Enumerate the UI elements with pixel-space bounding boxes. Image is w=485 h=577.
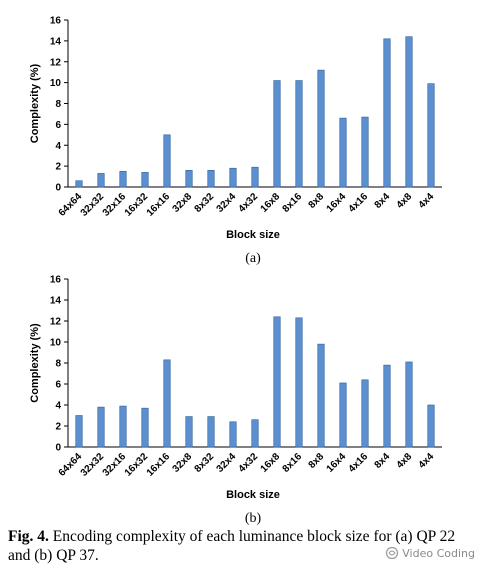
chart2-x-tick-label: 4x16 [347,451,371,475]
chart1-y-tick-label: 10 [50,78,62,89]
chart2-y-tick-label: 6 [55,380,61,391]
chart1-x-tick-label: 16x16 [145,191,173,219]
chart2-x-tick-label: 8x4 [373,451,393,471]
chart2-x-axis-label: Block size [226,489,280,501]
chart1-bar-16x32 [141,172,149,188]
chart1-bar-32x8 [185,170,193,188]
chart1-y-tick-label: 2 [55,162,61,173]
chart1-y-tick-label: 14 [50,36,62,47]
caption-text: Encoding complexity of each luminance bl… [8,528,456,564]
chart2-bar-4x32 [251,419,259,448]
chart2-x-tick-label: 16x4 [325,451,349,475]
chart2-y-tick-label: 4 [55,401,61,412]
chart1-panel-label: (a) [245,251,261,266]
chart2-panel-label: (b) [245,511,262,526]
caption-lead: Fig. 4. [8,528,49,545]
chart2-x-tick-label: 32x8 [171,451,195,475]
chart1-bar-4x16 [361,116,369,188]
chart2-y-tick-label: 12 [50,317,62,328]
chart2-x-tick-label: 32x16 [101,451,129,479]
chart1-bar-8x16 [295,80,303,188]
chart2-bar-8x16 [295,317,303,448]
chart2-bar-32x32 [97,406,105,448]
chart2-x-tick-label: 32x32 [79,451,107,479]
chart2-bar-4x8 [405,361,413,448]
chart1-x-tick-label: 8x16 [281,191,305,215]
chart2-y-tick-label: 10 [50,338,62,349]
chart1-bar-4x4 [427,83,435,188]
chart1-bar-16x4 [339,117,347,188]
chart1-x-tick-label: 4x32 [237,191,261,215]
chart2-y-tick-label: 16 [50,275,62,286]
chart2-x-tick-label: 32x4 [215,451,239,475]
chart2-x-tick-label: 64x64 [57,451,85,479]
chart1-bar-8x4 [383,38,391,188]
chart1-x-tick-label: 8x32 [193,191,217,215]
chart1-x-tick-label: 32x4 [215,191,239,215]
chart1-y-axis-label: Complexity (%) [29,63,41,143]
chart2-bar-16x8 [273,316,281,448]
chart2-x-tick-label: 16x32 [123,451,151,479]
chart1-y-tick-label: 6 [55,120,61,131]
chart1-x-tick-label: 64x64 [57,191,85,219]
chart1-x-tick-label: 32x8 [171,191,195,215]
chart1-x-tick-label: 32x32 [79,191,107,219]
chart2-bar-8x32 [207,416,215,448]
chart2-x-tick-label: 4x4 [417,451,437,471]
chart1-x-tick-label: 4x4 [417,191,437,211]
chart1-x-tick-label: 8x4 [373,191,393,211]
chart1-bar-8x32 [207,170,215,188]
chart2-bar-16x16 [163,359,171,448]
chart2-bar-4x4 [427,404,435,448]
chart2-bar-32x8 [185,416,193,448]
chart1-y-tick-label: 12 [50,57,62,68]
wechat-channel-icon [386,546,399,560]
chart2-bar-4x16 [361,379,369,448]
figure-caption: Fig. 4. Encoding complexity of each lumi… [8,527,478,565]
chart1-x-tick-label: 16x4 [325,191,349,215]
chart2-y-tick-label: 8 [55,359,61,370]
chart1-y-tick-label: 4 [55,141,61,152]
watermark-text: Video Coding [402,546,475,560]
chart2-x-tick-label: 8x32 [193,451,217,475]
chart1-y-tick-label: 16 [50,16,62,27]
chart2-x-tick-label: 4x32 [237,451,261,475]
chart2-y-tick-label: 0 [55,443,61,454]
chart2-x-tick-label: 16x16 [145,451,173,479]
chart1-bar-32x32 [97,173,105,188]
chart1-bar-64x64 [75,180,83,188]
chart1-x-tick-label: 4x8 [395,191,415,211]
chart2-x-tick-label: 4x8 [395,451,415,471]
chart2-y-tick-label: 14 [50,296,62,307]
chart1-y-tick-label: 0 [55,183,61,194]
chart1-bar-8x8 [317,69,325,188]
chart1-x-tick-label: 4x16 [347,191,371,215]
chart1-x-tick-label: 16x8 [259,191,283,215]
chart1-x-tick-label: 32x16 [101,191,129,219]
chart2-bar-16x32 [141,407,149,448]
chart1-x-tick-label: 8x8 [307,191,327,211]
chart2-bar-8x8 [317,343,325,448]
chart2-bar-32x16 [119,405,127,448]
chart2-bar-16x4 [339,382,347,448]
chart1-bar-32x16 [119,171,127,188]
chart1-bar-4x32 [251,166,259,188]
chart2-x-tick-label: 16x8 [259,451,283,475]
chart2-bar-8x4 [383,364,391,448]
chart1-bar-16x8 [273,80,281,188]
chart1-x-axis-label: Block size [226,229,280,241]
chart2-x-tick-label: 8x8 [307,451,327,471]
chart1-x-tick-label: 16x32 [123,191,151,219]
chart2-y-tick-label: 2 [55,422,61,433]
chart1-y-tick-label: 8 [55,99,61,110]
chart2-y-axis-label: Complexity (%) [29,323,41,403]
chart1-bar-32x4 [229,167,237,188]
chart1-bar-16x16 [163,134,171,188]
chart2-bar-32x4 [229,421,237,448]
chart1-bar-4x8 [405,36,413,188]
chart2-bar-64x64 [75,415,83,448]
chart2-x-tick-label: 8x16 [281,451,305,475]
watermark: Video Coding [385,546,475,560]
